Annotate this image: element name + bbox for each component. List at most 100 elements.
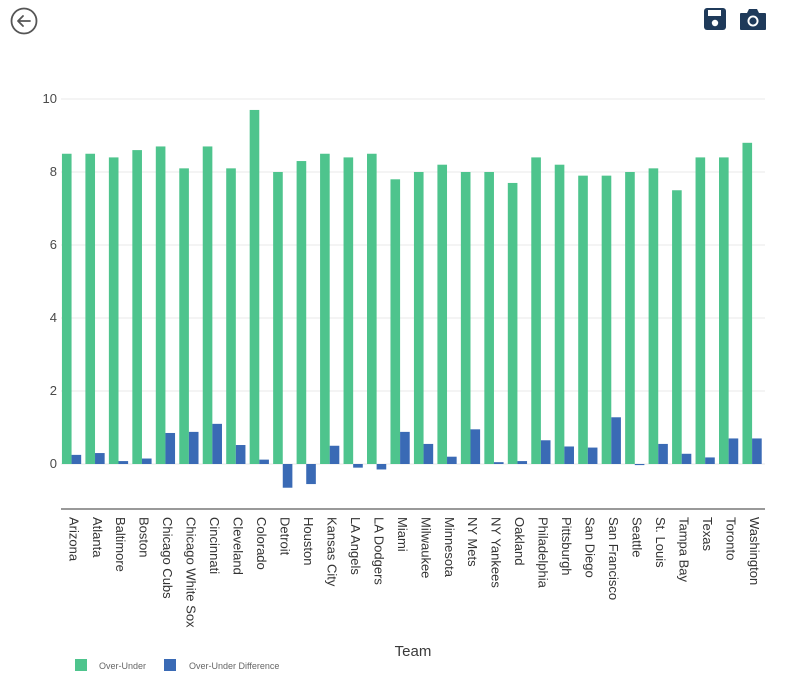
x-tick-label-pittsburgh: Pittsburgh xyxy=(559,517,574,576)
x-tick-label-oakland: Oakland xyxy=(512,517,527,565)
grid-lines xyxy=(61,98,765,465)
bar-over-under-detroit[interactable] xyxy=(273,172,283,464)
back-arrow-circle-icon xyxy=(10,7,38,35)
bar-over-under-difference-seattle[interactable] xyxy=(634,464,645,466)
bar-over-under-seattle[interactable] xyxy=(625,172,635,464)
bar-over-under-difference-arizona[interactable] xyxy=(71,454,82,464)
bar-over-under-atlanta[interactable] xyxy=(85,153,96,464)
x-tick-label-kansas-city: Kansas City xyxy=(324,517,339,587)
bar-over-under-difference-chicago-cubs[interactable] xyxy=(165,432,176,464)
bar-over-under-difference-kansas-city[interactable] xyxy=(329,445,340,464)
x-tick-label-ny-mets: NY Mets xyxy=(465,517,480,567)
bar-over-under-difference-ny-mets[interactable] xyxy=(470,429,481,464)
bar-over-under-difference-chicago-white-sox[interactable] xyxy=(188,431,199,464)
bar-over-under-difference-la-angels[interactable] xyxy=(353,464,363,468)
bar-over-under-chicago-cubs[interactable] xyxy=(155,146,166,464)
bar-over-under-difference-tampa-bay[interactable] xyxy=(681,453,692,464)
x-tick-label-la-angels: LA Angels xyxy=(348,517,363,575)
x-tick-label-st-louis: St. Louis xyxy=(653,517,668,568)
bar-over-under-washington[interactable] xyxy=(742,142,753,465)
legend[interactable]: Over-Under Over-Under Difference xyxy=(75,659,279,671)
bar-over-under-difference-washington[interactable] xyxy=(752,438,762,464)
bar-over-under-difference-detroit[interactable] xyxy=(282,464,293,488)
bar-over-under-minnesota[interactable] xyxy=(437,164,448,464)
bar-over-under-difference-pittsburgh[interactable] xyxy=(564,446,574,464)
bar-over-under-difference-milwaukee[interactable] xyxy=(423,443,434,464)
y-axis-ticks: 0 2 4 6 8 10 xyxy=(43,91,57,471)
bar-over-under-cincinnati[interactable] xyxy=(202,146,213,464)
bar-over-under-difference-st-louis[interactable] xyxy=(658,443,668,464)
bar-over-under-tampa-bay[interactable] xyxy=(672,190,682,464)
legend-item-over-under-difference[interactable]: Over-Under Difference xyxy=(164,659,279,671)
x-tick-label-san-diego: San Diego xyxy=(583,517,598,578)
bar-over-under-miami[interactable] xyxy=(390,179,401,465)
x-tick-label-miami: Miami xyxy=(395,517,410,552)
x-tick-label-la-dodgers: LA Dodgers xyxy=(371,517,386,585)
bar-over-under-la-angels[interactable] xyxy=(343,157,354,464)
legend-label-over-under: Over-Under xyxy=(99,661,146,671)
x-tick-label-milwaukee: Milwaukee xyxy=(418,517,433,578)
legend-item-over-under[interactable]: Over-Under xyxy=(75,659,146,671)
bar-over-under-pittsburgh[interactable] xyxy=(554,164,565,464)
floppy-disk-icon xyxy=(704,8,726,30)
bar-over-under-baltimore[interactable] xyxy=(108,157,119,464)
x-tick-label-seattle: Seattle xyxy=(629,517,644,557)
bar-over-under-difference-toronto[interactable] xyxy=(728,438,739,464)
camera-button[interactable] xyxy=(738,6,768,32)
bar-over-under-difference-san-diego[interactable] xyxy=(587,447,598,464)
x-tick-label-colorado: Colorado xyxy=(254,517,269,570)
legend-label-over-under-difference: Over-Under Difference xyxy=(189,661,279,671)
bar-over-under-difference-miami[interactable] xyxy=(400,431,410,464)
bar-over-under-cleveland[interactable] xyxy=(226,168,236,464)
bar-over-under-san-diego[interactable] xyxy=(578,175,588,464)
bar-over-under-toronto[interactable] xyxy=(719,157,729,464)
bar-over-under-difference-baltimore[interactable] xyxy=(118,461,129,464)
bar-over-under-boston[interactable] xyxy=(132,150,142,464)
bar-over-under-difference-la-dodgers[interactable] xyxy=(376,464,387,470)
bar-over-under-difference-oakland[interactable] xyxy=(517,461,528,464)
bar-over-under-la-dodgers[interactable] xyxy=(367,153,377,464)
bar-over-under-kansas-city[interactable] xyxy=(320,153,330,464)
bar-over-under-difference-cincinnati[interactable] xyxy=(212,423,222,464)
x-tick-label-chicago-white-sox: Chicago White Sox xyxy=(184,517,199,628)
bar-over-under-ny-yankees[interactable] xyxy=(484,172,494,464)
x-tick-label-atlanta: Atlanta xyxy=(90,517,105,558)
bar-over-under-texas[interactable] xyxy=(695,157,706,464)
x-axis-title: Team xyxy=(395,643,432,660)
bar-over-under-houston[interactable] xyxy=(296,161,307,465)
x-tick-label-baltimore: Baltimore xyxy=(113,517,128,572)
save-button[interactable] xyxy=(702,6,728,32)
bar-over-under-st-louis[interactable] xyxy=(648,168,659,464)
bar-over-under-difference-san-francisco[interactable] xyxy=(611,417,621,464)
bar-over-under-difference-philadelphia[interactable] xyxy=(540,440,551,464)
bar-over-under-oakland[interactable] xyxy=(507,182,518,464)
bar-over-under-difference-cleveland[interactable] xyxy=(235,445,246,464)
bar-over-under-difference-minnesota[interactable] xyxy=(447,456,457,464)
x-tick-label-toronto: Toronto xyxy=(723,517,738,560)
bar-over-under-difference-ny-yankees[interactable] xyxy=(493,462,504,464)
bar-over-under-chicago-white-sox[interactable] xyxy=(179,168,189,464)
x-tick-label-washington: Washington xyxy=(747,517,762,585)
bar-over-under-difference-colorado[interactable] xyxy=(259,459,269,464)
x-tick-label-minnesota: Minnesota xyxy=(442,517,457,578)
bar-over-under-difference-atlanta[interactable] xyxy=(95,453,105,464)
bar-over-under-difference-texas[interactable] xyxy=(705,457,715,464)
bar-over-under-ny-mets[interactable] xyxy=(460,172,471,464)
bar-over-under-difference-boston[interactable] xyxy=(141,458,152,464)
x-tick-label-cleveland: Cleveland xyxy=(231,517,246,575)
x-tick-label-arizona: Arizona xyxy=(66,517,81,562)
x-tick-label-boston: Boston xyxy=(137,517,152,557)
bar-over-under-arizona[interactable] xyxy=(61,153,72,464)
back-button[interactable] xyxy=(10,7,38,35)
bar-over-under-san-francisco[interactable] xyxy=(601,175,612,464)
x-tick-label-san-francisco: San Francisco xyxy=(606,517,621,600)
bar-over-under-milwaukee[interactable] xyxy=(413,172,424,464)
bar-over-under-difference-houston[interactable] xyxy=(306,464,316,485)
x-tick-label-ny-yankees: NY Yankees xyxy=(489,517,504,588)
x-tick-label-tampa-bay: Tampa Bay xyxy=(676,517,691,583)
bar-over-under-colorado[interactable] xyxy=(249,109,260,464)
legend-swatch-over-under xyxy=(75,659,87,671)
bar-over-under-philadelphia[interactable] xyxy=(531,157,541,464)
y-tick-label-10: 10 xyxy=(43,91,57,106)
x-tick-label-philadelphia: Philadelphia xyxy=(536,517,551,589)
